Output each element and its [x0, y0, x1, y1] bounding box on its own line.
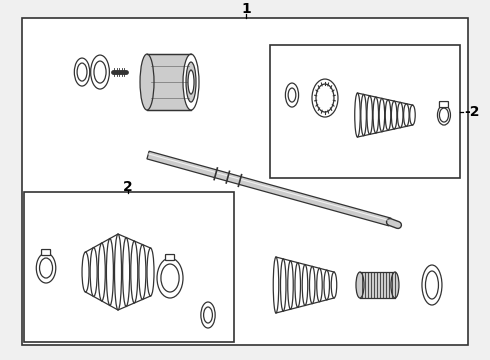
Polygon shape [147, 54, 191, 110]
Ellipse shape [302, 265, 308, 306]
Ellipse shape [425, 271, 439, 299]
Ellipse shape [285, 83, 298, 107]
Ellipse shape [74, 58, 90, 86]
Ellipse shape [106, 239, 113, 306]
Ellipse shape [40, 258, 52, 278]
Ellipse shape [94, 61, 106, 83]
Ellipse shape [317, 268, 322, 302]
Ellipse shape [147, 248, 154, 296]
Ellipse shape [355, 93, 360, 137]
Ellipse shape [157, 258, 183, 298]
Ellipse shape [273, 257, 279, 313]
Ellipse shape [90, 248, 97, 297]
Ellipse shape [280, 259, 286, 311]
Ellipse shape [82, 252, 89, 292]
Ellipse shape [392, 101, 397, 129]
Ellipse shape [410, 105, 415, 125]
Ellipse shape [367, 96, 372, 134]
Ellipse shape [140, 54, 154, 110]
Ellipse shape [36, 253, 56, 283]
Ellipse shape [404, 104, 409, 126]
Text: -2: -2 [464, 105, 479, 119]
Text: 2: 2 [123, 180, 133, 194]
Bar [270, 45, 460, 178]
Ellipse shape [204, 307, 212, 323]
Ellipse shape [183, 54, 199, 110]
Bar [24, 192, 234, 342]
Ellipse shape [131, 241, 138, 303]
Ellipse shape [186, 62, 196, 102]
Ellipse shape [324, 270, 329, 300]
Ellipse shape [201, 302, 215, 328]
Ellipse shape [373, 97, 379, 133]
Ellipse shape [310, 266, 315, 303]
Ellipse shape [331, 272, 337, 298]
Ellipse shape [312, 79, 338, 117]
Ellipse shape [288, 88, 296, 102]
Ellipse shape [98, 243, 105, 301]
Ellipse shape [361, 94, 367, 136]
Ellipse shape [379, 98, 385, 132]
Ellipse shape [91, 55, 109, 89]
Text: 1: 1 [241, 2, 251, 16]
Polygon shape [147, 151, 391, 226]
Ellipse shape [440, 108, 448, 122]
Bar [360, 272, 395, 298]
Ellipse shape [385, 100, 391, 130]
Ellipse shape [188, 70, 194, 94]
FancyBboxPatch shape [440, 102, 448, 108]
Ellipse shape [422, 265, 442, 305]
Ellipse shape [139, 244, 146, 300]
Ellipse shape [77, 63, 87, 81]
Ellipse shape [122, 238, 130, 306]
Ellipse shape [397, 102, 403, 128]
Ellipse shape [356, 272, 364, 298]
Ellipse shape [115, 234, 122, 310]
Ellipse shape [295, 263, 300, 307]
FancyBboxPatch shape [166, 255, 174, 261]
Ellipse shape [316, 84, 334, 112]
Ellipse shape [161, 264, 179, 292]
FancyBboxPatch shape [42, 249, 50, 256]
Ellipse shape [391, 272, 399, 298]
Ellipse shape [288, 261, 293, 309]
Ellipse shape [438, 105, 450, 125]
